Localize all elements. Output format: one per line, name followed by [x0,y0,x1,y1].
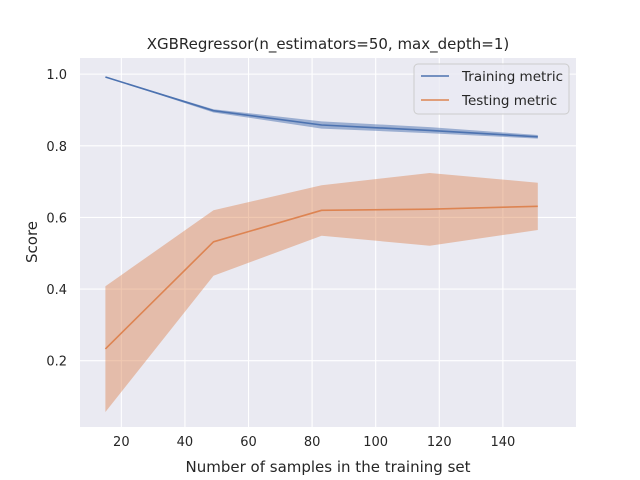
y-tick-label: 0.8 [46,140,67,155]
training-band [105,77,538,139]
testing-line [104,205,538,350]
y-tick-label: 0.2 [46,355,67,370]
x-tick-label: 100 [363,435,388,450]
grid [80,58,576,427]
confidence-bands [105,77,538,412]
y-axis-label: Score [23,221,41,263]
x-tick-label: 40 [177,435,194,450]
x-tick-label: 140 [490,435,515,450]
y-tick-label: 0.6 [46,211,67,226]
legend-testing-label: Testing metric [461,93,557,109]
plot-area [80,58,576,427]
legend: Training metric Testing metric [413,63,570,115]
x-tick-label: 120 [427,435,452,450]
testing-band [105,173,538,412]
training-line [105,76,538,138]
x-tick-label: 80 [304,435,321,450]
legend-training-label: Training metric [461,69,563,85]
y-tick-label: 0.4 [46,283,67,298]
y-tick-labels: 0.2 0.4 0.6 0.8 1.0 [46,68,67,370]
legend-box [413,63,570,115]
x-tick-label: 20 [113,435,130,450]
series-lines [104,76,538,350]
x-axis-label: Number of samples in the training set [186,458,471,476]
x-tick-labels: 20 40 60 80 100 120 140 [113,435,515,450]
chart-title: XGBRegressor(n_estimators=50, max_depth=… [147,35,510,54]
x-tick-label: 60 [240,435,257,450]
y-tick-label: 1.0 [46,68,67,83]
